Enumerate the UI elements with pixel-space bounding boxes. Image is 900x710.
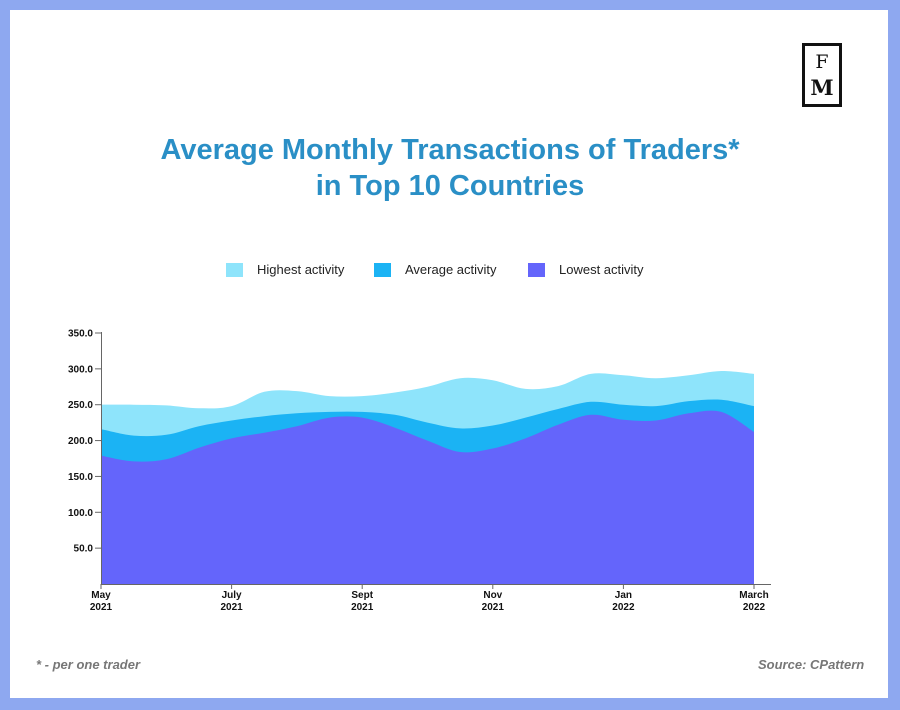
x-tick-label-month: May [91,590,111,601]
y-tick-label: 150.0 [68,472,93,483]
x-tick-label-month: Jan [615,590,632,601]
chart-title-line1: Average Monthly Transactions of Traders* [160,134,740,166]
legend-swatch-highest [226,262,243,277]
area-lowest-activity [101,410,754,584]
logo-bottom-letter: M [810,74,834,100]
x-tick-label-year: 2021 [482,602,505,613]
fm-logo: F M [802,43,842,107]
legend-swatch-lowest [528,262,545,277]
x-tick-label-year: 2022 [743,602,766,613]
footnote: * - per one trader [36,657,141,672]
y-tick-label: 250.0 [68,400,93,411]
chart-title: Average Monthly Transactions of Traders*… [0,132,900,204]
legend-item-lowest: Lowest activity [528,262,644,277]
legend-label-lowest: Lowest activity [559,262,644,277]
y-tick-label: 300.0 [68,364,93,375]
legend-item-average: Average activity [374,262,497,277]
chart-areas [101,370,754,584]
x-tick-label-year: 2021 [90,602,113,613]
legend-label-average: Average activity [405,262,497,277]
legend-swatch-average [374,262,391,277]
y-tick-label: 50.0 [74,544,94,555]
chart-title-line2: in Top 10 Countries [315,170,585,202]
chart-axes: 50.0100.0150.0200.0250.0300.0350.0May202… [68,329,771,613]
y-tick-label: 200.0 [68,436,93,447]
x-tick-label-year: 2022 [612,602,635,613]
y-tick-label: 350.0 [68,329,93,340]
x-tick-label-month: March [739,590,768,601]
x-tick-label-year: 2021 [351,602,374,613]
y-tick-label: 100.0 [68,508,93,519]
logo-top-letter: F [815,50,829,73]
source-note: Source: CPattern [758,657,865,672]
x-tick-label-year: 2021 [220,602,243,613]
chart-legend: Highest activity Average activity Lowest… [0,262,900,282]
legend-item-highest: Highest activity [226,262,344,277]
x-tick-label-month: Sept [351,590,373,601]
x-tick-label-month: July [222,590,242,601]
legend-label-highest: Highest activity [257,262,345,277]
x-tick-label-month: Nov [483,590,502,601]
